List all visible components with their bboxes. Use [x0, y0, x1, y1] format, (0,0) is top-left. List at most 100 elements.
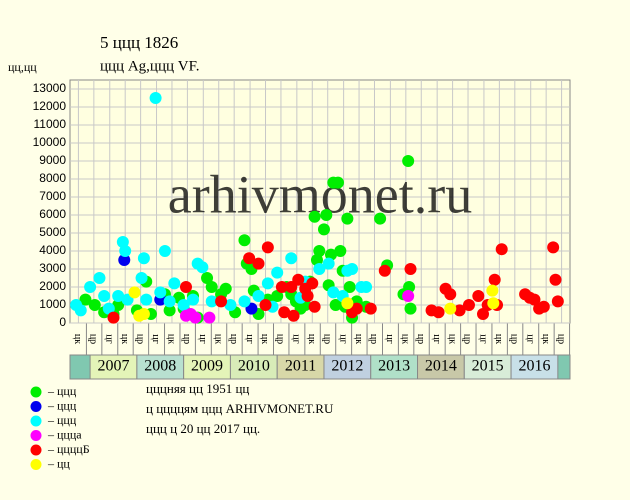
chart-title: 5 ццц 1826 [100, 33, 178, 52]
x-tick-label: цг [478, 334, 489, 343]
year-label: 2012 [331, 358, 363, 375]
point [278, 306, 291, 319]
point [444, 302, 457, 315]
y-tick-label: 5000 [39, 225, 66, 239]
x-tick-label: цг [337, 334, 348, 343]
x-tick-label: цр [228, 334, 239, 344]
x-tick-label: цр [181, 334, 192, 344]
point [528, 293, 541, 306]
point [404, 263, 417, 275]
x-tick-label: цр [88, 334, 99, 344]
point [306, 277, 319, 290]
point [495, 243, 508, 256]
point [98, 290, 111, 302]
x-tick-label: цр [509, 334, 520, 344]
x-tick-label: цк [72, 334, 83, 344]
y-tick-label: 6000 [39, 207, 66, 221]
point [252, 290, 265, 302]
point [549, 273, 562, 286]
point [453, 304, 466, 317]
point [238, 234, 251, 247]
legend-marker [30, 430, 42, 441]
point [275, 281, 288, 293]
point [140, 293, 153, 306]
point [154, 286, 167, 299]
point [313, 263, 326, 275]
point [137, 308, 150, 320]
point [292, 273, 305, 286]
point [374, 212, 387, 225]
x-tick-label: цк [306, 334, 317, 344]
point [343, 281, 356, 293]
point [79, 293, 92, 306]
y-tick-label: 13000 [33, 81, 67, 95]
point [177, 299, 190, 311]
y-tick-label: 4000 [39, 243, 66, 257]
point [252, 257, 265, 270]
point [341, 212, 354, 225]
point [179, 281, 192, 293]
chart-subtitle: ццц Ag,ццц VF. [100, 58, 199, 74]
y-tick-label: 9000 [39, 153, 66, 167]
point [329, 299, 342, 311]
point [364, 302, 377, 315]
point [224, 299, 237, 311]
point [189, 311, 202, 324]
point [215, 295, 228, 308]
legend-marker [30, 415, 42, 427]
point [259, 299, 272, 311]
point [477, 308, 490, 320]
x-tick-label: цг [197, 334, 208, 343]
legend-label: – ццц [47, 398, 77, 412]
point [313, 245, 326, 257]
x-tick-label: цг [244, 334, 255, 343]
point [472, 290, 485, 302]
year-band [510, 354, 559, 380]
x-tick-label: цр [415, 334, 426, 344]
point [350, 302, 363, 315]
point [287, 309, 300, 322]
point [378, 264, 391, 277]
year-label: 2007 [97, 358, 129, 375]
point [163, 304, 176, 317]
x-tick-label: цк [493, 334, 504, 344]
legend-marker [30, 386, 42, 398]
year-label: 2008 [144, 358, 176, 375]
point [196, 261, 209, 274]
legend-label: – цц [47, 456, 70, 470]
point [238, 295, 251, 308]
point [488, 273, 501, 286]
year-band [370, 354, 419, 380]
x-tick-label: цр [368, 334, 379, 344]
point [308, 210, 321, 223]
y-tick-label: 7000 [39, 189, 66, 203]
point [404, 302, 417, 315]
note: ц ццццям ццц ARHIVMONET.RU [146, 401, 334, 416]
point [346, 263, 359, 275]
point [205, 295, 218, 308]
point [163, 295, 176, 308]
point [402, 290, 415, 302]
y-tick-label: 3000 [39, 261, 66, 275]
point [187, 293, 200, 306]
point [201, 272, 214, 284]
point [93, 272, 106, 284]
x-tick-label: цк [166, 334, 177, 344]
point [341, 297, 354, 310]
point [112, 299, 125, 311]
point [403, 281, 416, 293]
note: цццняя цц 1951 цц [146, 381, 249, 396]
point [107, 311, 120, 324]
legend-label: – ццц [47, 384, 77, 398]
point [102, 302, 115, 315]
year-label: 2009 [191, 358, 223, 375]
x-tick-label: цг [150, 334, 161, 343]
point [317, 223, 330, 236]
point [285, 252, 298, 265]
point [205, 281, 218, 293]
point [149, 92, 162, 104]
point [261, 241, 274, 254]
x-tick-label: цк [353, 334, 364, 344]
y-tick-label: 10000 [33, 135, 67, 149]
y-tick-label: 0 [59, 315, 66, 329]
